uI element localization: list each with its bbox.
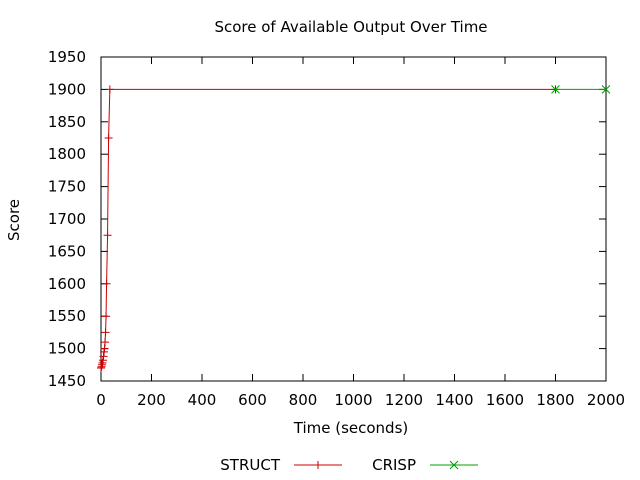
y-tick-label: 1550: [48, 307, 86, 325]
data-point-struct: [100, 344, 109, 353]
axis-ticks: 0 200 400 600 800 1000 1200 1400 1600 1800 2000 145…: [48, 48, 625, 409]
legend-item-crisp: CRISP: [372, 456, 478, 474]
data-point-struct: [101, 328, 110, 337]
y-tick-label: 1700: [48, 210, 86, 228]
data-point-struct: [102, 279, 111, 288]
data-point-struct: [105, 85, 114, 94]
y-tick-label: 1450: [48, 372, 86, 390]
x-tick-label: 600: [238, 391, 267, 409]
x-tick-label: 1000: [334, 391, 372, 409]
y-tick-label: 1850: [48, 113, 86, 131]
x-tick-label: 0: [96, 391, 106, 409]
series-line-struct: [100, 88, 556, 369]
legend: STRUCT CRISP: [220, 456, 478, 474]
y-tick-label: 1650: [48, 242, 86, 260]
data-point-struct: [98, 360, 107, 369]
chart-title: Score of Available Output Over Time: [214, 18, 487, 36]
series-struct: [97, 85, 560, 373]
legend-marker-struct: [314, 461, 322, 469]
y-tick-label: 1800: [48, 145, 86, 163]
x-tick-label: 1200: [385, 391, 423, 409]
x-axis-label: Time (seconds): [293, 419, 409, 437]
y-tick-label: 1500: [48, 340, 86, 358]
data-point-struct: [99, 356, 108, 365]
y-tick-label: 1900: [48, 80, 86, 98]
data-point-struct: [97, 364, 105, 373]
y-tick-label: 1950: [48, 48, 86, 66]
x-tick-label: 400: [188, 391, 217, 409]
legend-item-struct: STRUCT: [220, 456, 342, 474]
y-tick-label: 1600: [48, 275, 86, 293]
y-axis-label: Score: [5, 199, 23, 241]
x-tick-label: 1600: [486, 391, 524, 409]
legend-label-struct: STRUCT: [220, 456, 281, 474]
x-tick-label: 1400: [435, 391, 473, 409]
data-point-crisp: [601, 85, 611, 94]
x-tick-label: 1800: [536, 391, 574, 409]
data-point-struct: [97, 362, 106, 371]
x-tick-label: 200: [137, 391, 166, 409]
data-point-struct: [104, 134, 113, 142]
data-point-struct: [99, 352, 108, 361]
data-point-struct: [103, 231, 112, 240]
series-layer: [97, 85, 611, 373]
series-crisp: [551, 85, 611, 94]
legend-marker-crisp: [449, 460, 459, 470]
data-point-crisp: [551, 85, 560, 94]
x-tick-label: 2000: [587, 391, 625, 409]
data-point-struct: [102, 312, 111, 321]
data-point-struct: [101, 338, 110, 347]
legend-label-crisp: CRISP: [372, 456, 416, 474]
x-tick-label: 800: [289, 391, 318, 409]
y-tick-label: 1750: [48, 178, 86, 196]
data-point-struct: [100, 347, 109, 356]
plot-frame: [100, 56, 607, 382]
